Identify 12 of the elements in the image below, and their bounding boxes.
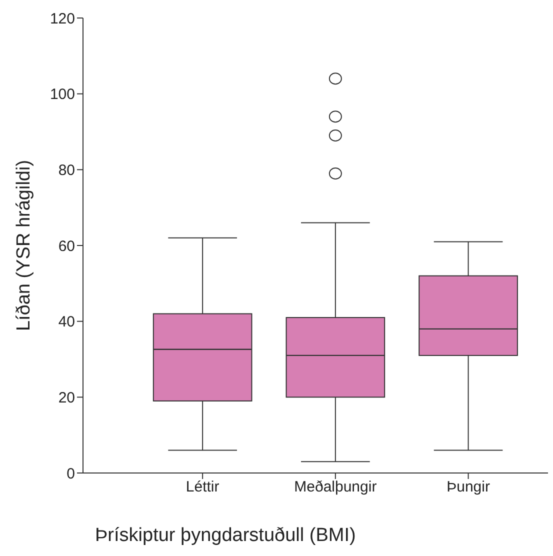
x-tick-label: Léttir	[186, 478, 220, 496]
y-tick-label: 0	[66, 465, 75, 482]
y-tick-label: 80	[58, 162, 75, 179]
y-axis-title: Líðan (YSR hrágildi)	[14, 160, 35, 332]
y-tick-label: 100	[50, 86, 75, 104]
y-tick-label: 120	[50, 10, 75, 28]
x-axis-title: Þrískiptur þyngdarstuðull (BMI)	[95, 525, 356, 546]
x-tick-label: Meðalþungir	[294, 478, 377, 496]
y-tick-label: 40	[58, 314, 75, 331]
y-tick-label: 20	[58, 389, 75, 406]
x-tick-label: Þungir	[446, 478, 490, 496]
y-tick-label: 60	[58, 238, 75, 255]
